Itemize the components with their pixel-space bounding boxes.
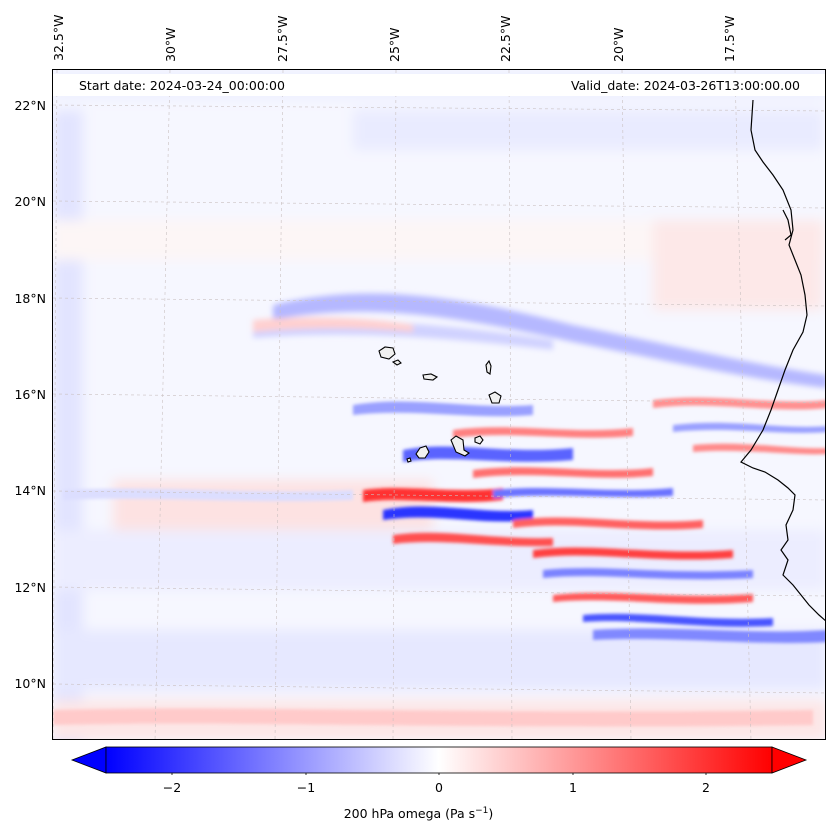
colorbar-title-text: 200 hPa omega (Pa s — [343, 806, 476, 822]
header-band — [53, 74, 825, 96]
cape-verde-islands — [378, 346, 502, 463]
colorbar-tick-label: −2 — [162, 780, 182, 795]
lat-label: 14°N — [14, 483, 46, 498]
lat-label: 10°N — [14, 676, 46, 691]
lon-label: 27.5°W — [275, 15, 290, 62]
omega-field — [53, 70, 825, 739]
lat-label: 20°N — [14, 194, 46, 209]
lon-label: 22.5°W — [498, 15, 513, 62]
colorbar — [70, 746, 808, 775]
lat-label: 18°N — [14, 291, 46, 306]
map-panel — [52, 69, 826, 740]
gridlines — [53, 70, 825, 739]
colorbar-title: 200 hPa omega (Pa s−1) — [0, 806, 837, 821]
lon-label: 30°W — [163, 27, 178, 62]
valid-date-label: Valid_date: 2024-03-26T13:00:00.00 — [570, 78, 800, 93]
lon-label: 20°W — [611, 27, 626, 62]
lat-label: 22°N — [14, 98, 46, 113]
lon-label: 25°W — [387, 27, 402, 62]
colorbar-title-suffix: ) — [488, 806, 494, 822]
colorbar-ticks — [171, 773, 707, 775]
colorbar-tick-label: 1 — [569, 780, 577, 795]
upper-blue-band — [253, 293, 825, 388]
colorbar-title-unit-exponent: −1 — [475, 806, 489, 816]
colorbar-extend-min — [70, 746, 107, 774]
start-date-label: Start date: 2024-03-24_00:00:00 — [79, 78, 285, 93]
lon-label: 32.5°W — [51, 14, 66, 61]
lat-label: 16°N — [14, 387, 46, 402]
colorbar-tick-label: 2 — [702, 780, 710, 795]
colorbar-gradient — [105, 746, 773, 774]
coastline-africa — [740, 99, 825, 622]
lat-label: 12°N — [14, 580, 46, 595]
lon-label: 17.5°W — [722, 15, 737, 62]
colorbar-tick-label: 0 — [435, 780, 443, 795]
colorbar-tick-label: −1 — [296, 780, 316, 795]
convective-stripes — [53, 397, 825, 727]
colorbar-extend-max — [771, 746, 808, 774]
